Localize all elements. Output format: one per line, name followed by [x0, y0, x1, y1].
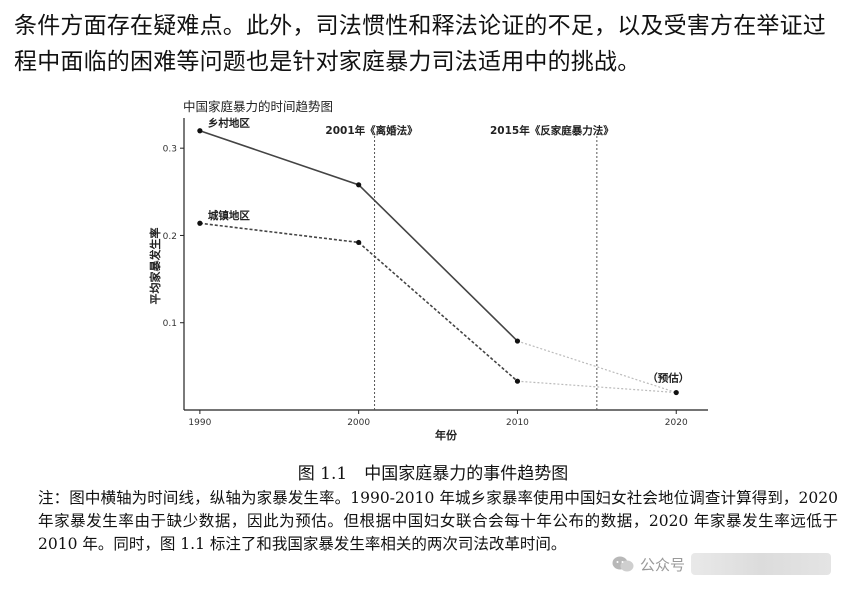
series-line — [199, 222, 518, 382]
event-label: 2001年《离婚法》 — [325, 124, 417, 137]
paragraph-line-1: 条件方面存在疑难点。此外，司法惯性和释法论证的不足，以及受害方在举证过 — [14, 13, 826, 39]
series-label: 城镇地区 — [208, 209, 250, 222]
chart-axes: 0.1 0.2 0.3 1990 2000 2010 2020 年份 平均家暴发生率 — [148, 118, 708, 442]
series-line — [199, 129, 519, 342]
event-lines: 2001年《离婚法》 2015年《反家庭暴力法》 — [325, 124, 614, 410]
estimate-point — [673, 389, 679, 396]
body-paragraph: 条件方面存在疑难点。此外，司法惯性和释法论证的不足，以及受害方在举证过 程中面临… — [14, 8, 854, 80]
wechat-icon — [612, 556, 634, 572]
x-tick-label: 2020 — [665, 418, 688, 428]
y-tick-label: 0.1 — [163, 319, 177, 329]
data-point — [197, 220, 203, 226]
data-point — [197, 128, 203, 134]
x-tick-label: 1990 — [188, 418, 211, 428]
x-tick-label: 2000 — [347, 418, 370, 428]
figure-note: 注：图中横轴为时间线，纵轴为家暴发生率。1990-2010 年城乡家暴率使用中国… — [38, 489, 838, 553]
watermark-text: 公众号 — [640, 555, 686, 574]
watermark-obscured — [691, 553, 832, 575]
x-tick-label: 2010 — [506, 418, 529, 428]
estimate-label: （预估） — [647, 372, 689, 385]
series-projection — [517, 380, 677, 394]
x-axis-label: 年份 — [435, 428, 458, 442]
y-tick-label: 0.2 — [163, 232, 177, 242]
chart-title: 中国家庭暴力的时间趋势图 — [183, 99, 334, 114]
figure-caption: 图 1.1 中国家庭暴力的事件趋势图 — [297, 464, 569, 484]
data-point — [514, 338, 521, 344]
data-point — [514, 378, 521, 384]
y-axis-label: 平均家暴发生率 — [148, 228, 162, 305]
watermark: 公众号 — [612, 552, 832, 576]
trend-chart: 0.1 0.2 0.3 1990 2000 2010 2020 年份 平均家暴发生率 2001年… — [148, 117, 708, 442]
data-point — [356, 182, 362, 188]
paragraph-line-2: 程中面临的困难等问题也是针对家庭暴力司法适用中的挑战。 — [14, 49, 641, 75]
data-point — [356, 239, 362, 246]
series-label: 乡村地区 — [208, 117, 250, 130]
event-label: 2015年《反家庭暴力法》 — [490, 124, 614, 137]
y-tick-label: 0.3 — [163, 145, 177, 155]
